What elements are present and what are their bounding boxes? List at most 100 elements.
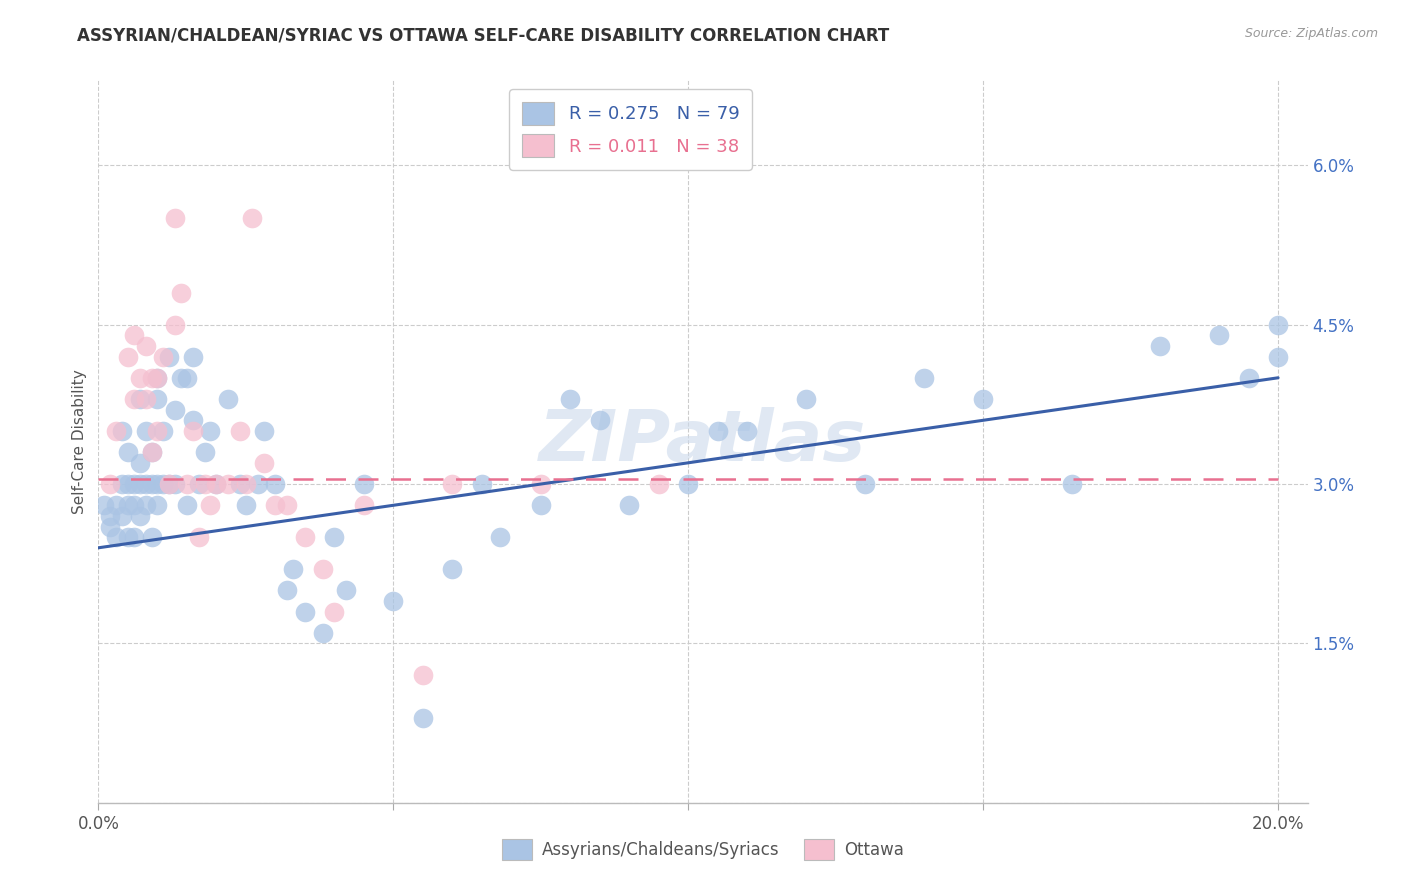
- Point: [128, 456, 150, 470]
- Point: [117, 477, 139, 491]
- Point: [252, 424, 274, 438]
- Point: [122, 392, 145, 406]
- Point: [187, 477, 209, 491]
- Point: [235, 477, 257, 491]
- Point: [135, 477, 157, 491]
- Point: [105, 530, 128, 544]
- Y-axis label: Self-Care Disability: Self-Care Disability: [72, 369, 87, 514]
- Point: [141, 445, 163, 459]
- Legend: Assyrians/Chaldeans/Syriacs, Ottawa: Assyrians/Chaldeans/Syriacs, Ottawa: [495, 832, 911, 867]
- Point: [235, 498, 257, 512]
- Point: [135, 424, 157, 438]
- Point: [152, 350, 174, 364]
- Point: [229, 424, 252, 438]
- Point: [735, 424, 758, 438]
- Point: [152, 424, 174, 438]
- Point: [117, 530, 139, 544]
- Point: [335, 583, 357, 598]
- Point: [111, 424, 134, 438]
- Point: [441, 562, 464, 576]
- Point: [146, 424, 169, 438]
- Point: [311, 562, 333, 576]
- Point: [152, 477, 174, 491]
- Point: [122, 328, 145, 343]
- Point: [264, 498, 287, 512]
- Point: [1060, 477, 1083, 491]
- Point: [157, 350, 180, 364]
- Point: [229, 477, 252, 491]
- Point: [176, 498, 198, 512]
- Point: [146, 498, 169, 512]
- Point: [128, 371, 150, 385]
- Point: [98, 519, 121, 533]
- Point: [217, 477, 239, 491]
- Point: [111, 477, 134, 491]
- Point: [1149, 339, 1171, 353]
- Point: [181, 350, 204, 364]
- Point: [530, 498, 553, 512]
- Point: [311, 625, 333, 640]
- Point: [678, 477, 700, 491]
- Point: [146, 392, 169, 406]
- Point: [252, 456, 274, 470]
- Point: [382, 594, 405, 608]
- Point: [128, 477, 150, 491]
- Point: [165, 402, 187, 417]
- Point: [1267, 350, 1289, 364]
- Point: [194, 445, 217, 459]
- Point: [619, 498, 641, 512]
- Text: ZIPatlas: ZIPatlas: [540, 407, 866, 476]
- Point: [141, 445, 163, 459]
- Point: [111, 508, 134, 523]
- Text: Source: ZipAtlas.com: Source: ZipAtlas.com: [1244, 27, 1378, 40]
- Point: [589, 413, 612, 427]
- Point: [105, 498, 128, 512]
- Point: [176, 477, 198, 491]
- Point: [157, 477, 180, 491]
- Point: [281, 562, 304, 576]
- Point: [98, 508, 121, 523]
- Point: [165, 477, 187, 491]
- Point: [441, 477, 464, 491]
- Point: [972, 392, 994, 406]
- Point: [200, 498, 222, 512]
- Point: [353, 477, 375, 491]
- Point: [141, 477, 163, 491]
- Point: [122, 530, 145, 544]
- Point: [181, 424, 204, 438]
- Point: [135, 339, 157, 353]
- Point: [128, 392, 150, 406]
- Point: [135, 392, 157, 406]
- Point: [706, 424, 728, 438]
- Point: [205, 477, 228, 491]
- Point: [323, 530, 346, 544]
- Point: [217, 392, 239, 406]
- Point: [170, 285, 193, 300]
- Point: [294, 530, 316, 544]
- Point: [165, 211, 187, 226]
- Point: [1267, 318, 1289, 332]
- Point: [135, 498, 157, 512]
- Point: [181, 413, 204, 427]
- Point: [853, 477, 876, 491]
- Point: [560, 392, 582, 406]
- Point: [412, 711, 434, 725]
- Point: [170, 371, 193, 385]
- Point: [530, 477, 553, 491]
- Point: [146, 477, 169, 491]
- Text: ASSYRIAN/CHALDEAN/SYRIAC VS OTTAWA SELF-CARE DISABILITY CORRELATION CHART: ASSYRIAN/CHALDEAN/SYRIAC VS OTTAWA SELF-…: [77, 27, 890, 45]
- Point: [264, 477, 287, 491]
- Point: [488, 530, 510, 544]
- Point: [117, 445, 139, 459]
- Point: [157, 477, 180, 491]
- Point: [471, 477, 494, 491]
- Point: [276, 498, 298, 512]
- Point: [353, 498, 375, 512]
- Point: [1208, 328, 1230, 343]
- Point: [240, 211, 263, 226]
- Point: [141, 530, 163, 544]
- Point: [200, 424, 222, 438]
- Point: [1237, 371, 1260, 385]
- Point: [912, 371, 935, 385]
- Point: [276, 583, 298, 598]
